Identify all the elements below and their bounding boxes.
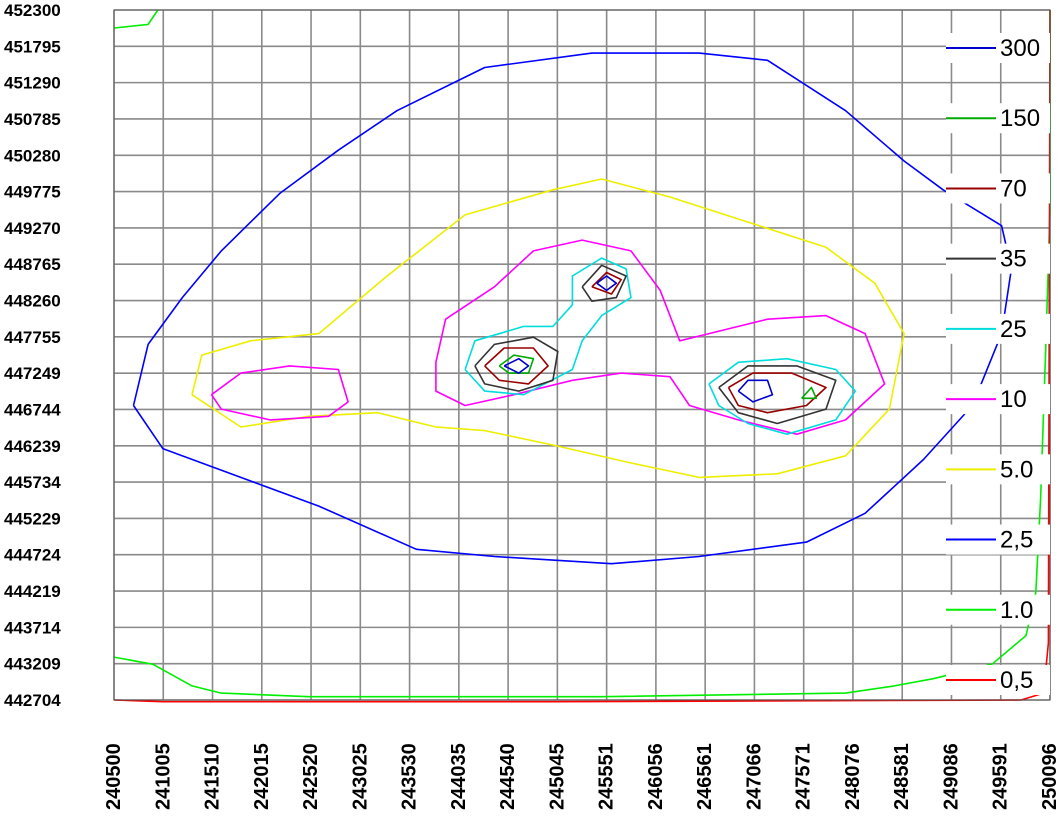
x-tick-label: 249086 (940, 743, 962, 810)
x-tick-label: 241005 (152, 743, 174, 810)
contour-line-150 (498, 354, 535, 374)
x-tick-labels: 240500 241005 241510 242015 242520 243025 2435… (103, 743, 1060, 810)
y-tick-label: 446239 (4, 437, 61, 456)
y-tick-label: 445734 (4, 473, 61, 492)
x-tick-label: 245045 (546, 743, 568, 810)
x-tick-label: 243025 (349, 743, 371, 810)
y-tick-label: 449270 (4, 219, 61, 238)
contour-line-70 (484, 347, 549, 385)
x-tick-label: 248581 (891, 743, 913, 810)
x-tick-label: 246056 (645, 743, 667, 810)
legend-label: 5.0 (1000, 456, 1033, 483)
legend: 300 150 70 35 25 10 5.0 2,5 1.0 0,5 (946, 33, 1050, 695)
y-tick-label: 449775 (4, 183, 61, 202)
y-tick-label: 450280 (4, 146, 61, 165)
legend-label: 150 (1000, 105, 1040, 132)
y-tick-label: 444219 (4, 582, 61, 601)
contour-line-35 (581, 264, 627, 303)
x-tick-label: 247571 (793, 743, 815, 810)
contour-line-300 (503, 357, 530, 374)
contour-line-10 (210, 365, 349, 421)
x-tick-label: 246561 (694, 743, 716, 810)
x-tick-label: 248076 (842, 743, 864, 810)
contour-line-5.0 (191, 178, 905, 479)
y-tick-label: 442704 (4, 691, 61, 710)
y-tick-label: 443714 (4, 618, 61, 637)
y-tick-label: 447249 (4, 364, 61, 383)
x-tick-label: 247066 (743, 743, 765, 810)
contour-line-0,5 (113, 9, 1051, 703)
y-tick-label: 448765 (4, 255, 61, 274)
y-tick-label: 443209 (4, 655, 61, 674)
y-tick-label: 447755 (4, 328, 61, 347)
contour-lines (113, 9, 1051, 703)
contour-line-1.0 (113, 9, 159, 29)
grid (113, 9, 1051, 701)
legend-label: 1.0 (1000, 597, 1033, 624)
contour-line-300 (737, 379, 774, 403)
contour-line-35 (474, 336, 559, 392)
contour-line-300 (596, 275, 618, 292)
legend-label: 70 (1000, 175, 1027, 202)
contour-line-70 (591, 271, 623, 295)
contour-line-35 (718, 365, 837, 425)
y-tick-label: 444724 (4, 546, 61, 565)
legend-label: 25 (1000, 316, 1027, 343)
y-tick-label: 448260 (4, 292, 61, 311)
contour-line-150 (801, 386, 818, 400)
y-tick-label: 451795 (4, 37, 61, 56)
x-tick-label: 250096 (1039, 743, 1060, 810)
x-tick-label: 249591 (990, 743, 1012, 810)
legend-label: 10 (1000, 386, 1027, 413)
x-tick-label: 242520 (300, 743, 322, 810)
plot-border (113, 9, 1051, 701)
contour-line-70 (727, 372, 827, 414)
contour-line-25 (464, 257, 632, 396)
contour-line-2,5 (132, 52, 1013, 565)
x-tick-label: 244540 (497, 743, 519, 810)
x-tick-label: 243530 (399, 743, 421, 810)
y-tick-label: 452300 (4, 1, 61, 20)
x-tick-label: 245551 (596, 743, 618, 810)
legend-label: 0,5 (1000, 667, 1033, 694)
y-tick-label: 446744 (4, 400, 61, 419)
y-tick-label: 450785 (4, 110, 61, 129)
contour-line-10 (435, 239, 886, 436)
contour-line-25 (708, 357, 857, 436)
legend-label: 2,5 (1000, 527, 1033, 554)
x-tick-label: 241510 (202, 743, 224, 810)
contour-line-1.0 (113, 10, 1051, 698)
x-tick-label: 244035 (448, 743, 470, 810)
legend-label: 300 (1000, 35, 1040, 62)
legend-label: 35 (1000, 246, 1027, 273)
x-tick-label: 242015 (251, 743, 273, 810)
y-tick-labels: 452300 451795 451290 450785 450280 449775 4492… (4, 1, 61, 710)
x-tick-label: 240500 (103, 743, 125, 810)
y-tick-label: 445229 (4, 509, 61, 528)
y-tick-label: 451290 (4, 74, 61, 93)
